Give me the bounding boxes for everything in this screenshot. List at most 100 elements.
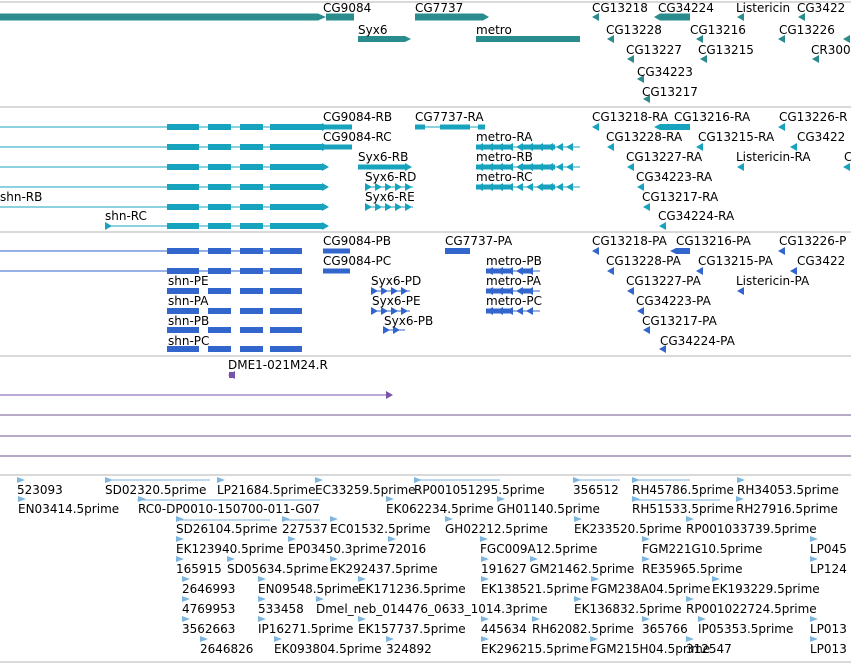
- feature-glyph[interactable]: [322, 163, 329, 171]
- exon-glyph[interactable]: [167, 204, 199, 210]
- exon-glyph[interactable]: [208, 327, 231, 333]
- feature-glyph[interactable]: [627, 163, 634, 171]
- feature-glyph[interactable]: [405, 203, 412, 211]
- feature-glyph[interactable]: [365, 183, 372, 191]
- feature-glyph[interactable]: [516, 183, 523, 191]
- feature-glyph[interactable]: [381, 287, 388, 295]
- exon-glyph[interactable]: [240, 327, 263, 333]
- feature-glyph[interactable]: [798, 13, 805, 21]
- feature-glyph[interactable]: [383, 326, 390, 334]
- feature-glyph[interactable]: [607, 35, 614, 43]
- exon-glyph[interactable]: [240, 248, 263, 254]
- feature-glyph[interactable]: [627, 287, 634, 295]
- exon-glyph[interactable]: [478, 124, 485, 130]
- exon-glyph[interactable]: [270, 184, 322, 190]
- feature-glyph[interactable]: [737, 287, 744, 295]
- feature-glyph[interactable]: [696, 143, 703, 151]
- exon-glyph[interactable]: [167, 308, 199, 314]
- est-glyph[interactable]: [698, 616, 706, 622]
- est-glyph[interactable]: [18, 496, 26, 502]
- est-glyph[interactable]: [182, 576, 190, 582]
- exon-glyph[interactable]: [520, 288, 532, 294]
- feature-glyph[interactable]: [778, 123, 785, 131]
- feature-glyph[interactable]: [696, 267, 703, 275]
- est-glyph[interactable]: [176, 516, 184, 522]
- feature-glyph[interactable]: [386, 391, 393, 399]
- feature-glyph[interactable]: [391, 287, 398, 295]
- est-glyph[interactable]: [810, 636, 818, 642]
- exon-glyph[interactable]: [476, 184, 510, 190]
- est-glyph[interactable]: [574, 516, 582, 522]
- exon-glyph[interactable]: [167, 164, 199, 170]
- est-glyph[interactable]: [358, 576, 366, 582]
- feature-glyph[interactable]: [401, 287, 408, 295]
- exon-glyph[interactable]: [520, 144, 555, 150]
- feature-glyph[interactable]: [637, 183, 644, 191]
- feature-glyph[interactable]: [643, 203, 650, 211]
- feature-glyph[interactable]: [637, 75, 644, 83]
- feature-glyph[interactable]: [737, 13, 744, 21]
- est-glyph[interactable]: [590, 636, 598, 642]
- est-glyph[interactable]: [17, 477, 25, 483]
- feature-glyph[interactable]: [556, 163, 563, 171]
- feature-glyph[interactable]: [405, 163, 412, 171]
- est-glyph[interactable]: [176, 536, 184, 542]
- feature-glyph[interactable]: [405, 183, 412, 191]
- feature-glyph[interactable]: [812, 55, 819, 63]
- feature-glyph[interactable]: [385, 203, 392, 211]
- exon-glyph[interactable]: [270, 288, 302, 294]
- feature-glyph[interactable]: [659, 345, 666, 353]
- est-glyph[interactable]: [712, 576, 720, 582]
- feature-glyph[interactable]: [627, 55, 634, 63]
- feature-glyph[interactable]: [323, 144, 352, 150]
- exon-glyph[interactable]: [270, 204, 322, 210]
- exon-glyph[interactable]: [476, 164, 510, 170]
- exon-glyph[interactable]: [270, 223, 322, 229]
- est-glyph[interactable]: [176, 556, 184, 562]
- est-glyph[interactable]: [591, 576, 599, 582]
- feature-glyph[interactable]: [358, 164, 405, 170]
- est-glyph[interactable]: [481, 556, 489, 562]
- est-glyph[interactable]: [445, 516, 453, 522]
- feature-glyph[interactable]: [322, 183, 329, 191]
- feature-glyph[interactable]: [737, 163, 744, 171]
- est-glyph[interactable]: [574, 596, 582, 602]
- exon-glyph[interactable]: [167, 268, 199, 274]
- est-glyph[interactable]: [642, 616, 650, 622]
- feature-glyph[interactable]: [843, 35, 850, 43]
- est-track[interactable]: 523093 SD02320.5prime LP21684.5prime EC3325…: [17, 477, 847, 656]
- feature-glyph[interactable]: [696, 35, 703, 43]
- exon-glyph[interactable]: [476, 144, 510, 150]
- exon-glyph[interactable]: [240, 144, 263, 150]
- feature-glyph[interactable]: [358, 36, 405, 42]
- feature-glyph[interactable]: [371, 307, 378, 315]
- feature-glyph[interactable]: [323, 124, 352, 130]
- feature-glyph[interactable]: [676, 248, 690, 254]
- transcript-track[interactable]: CG9084-RB CG7737-RA CG13218-RA CG13216-RA CG…: [0, 110, 851, 230]
- est-glyph[interactable]: [227, 556, 235, 562]
- exon-glyph[interactable]: [208, 164, 231, 170]
- feature-glyph[interactable]: [526, 307, 533, 315]
- feature-glyph[interactable]: [375, 203, 382, 211]
- feature-glyph[interactable]: [592, 13, 599, 21]
- exon-glyph[interactable]: [520, 268, 532, 274]
- est-glyph[interactable]: [642, 556, 650, 562]
- feature-glyph[interactable]: [607, 143, 614, 151]
- feature-glyph[interactable]: [592, 247, 599, 255]
- feature-glyph[interactable]: [391, 307, 398, 315]
- exon-glyph[interactable]: [240, 346, 263, 352]
- est-glyph[interactable]: [737, 477, 745, 483]
- feature-glyph[interactable]: [643, 326, 650, 334]
- exon-glyph[interactable]: [240, 204, 263, 210]
- feature-glyph[interactable]: [395, 183, 402, 191]
- feature-glyph[interactable]: [778, 35, 785, 43]
- est-glyph[interactable]: [480, 536, 488, 542]
- exon-glyph[interactable]: [240, 223, 263, 229]
- feature-glyph[interactable]: [375, 183, 382, 191]
- exon-glyph[interactable]: [167, 327, 199, 333]
- exon-glyph[interactable]: [270, 327, 302, 333]
- exon-glyph[interactable]: [208, 204, 231, 210]
- feature-glyph[interactable]: [790, 267, 797, 275]
- est-glyph[interactable]: [358, 616, 366, 622]
